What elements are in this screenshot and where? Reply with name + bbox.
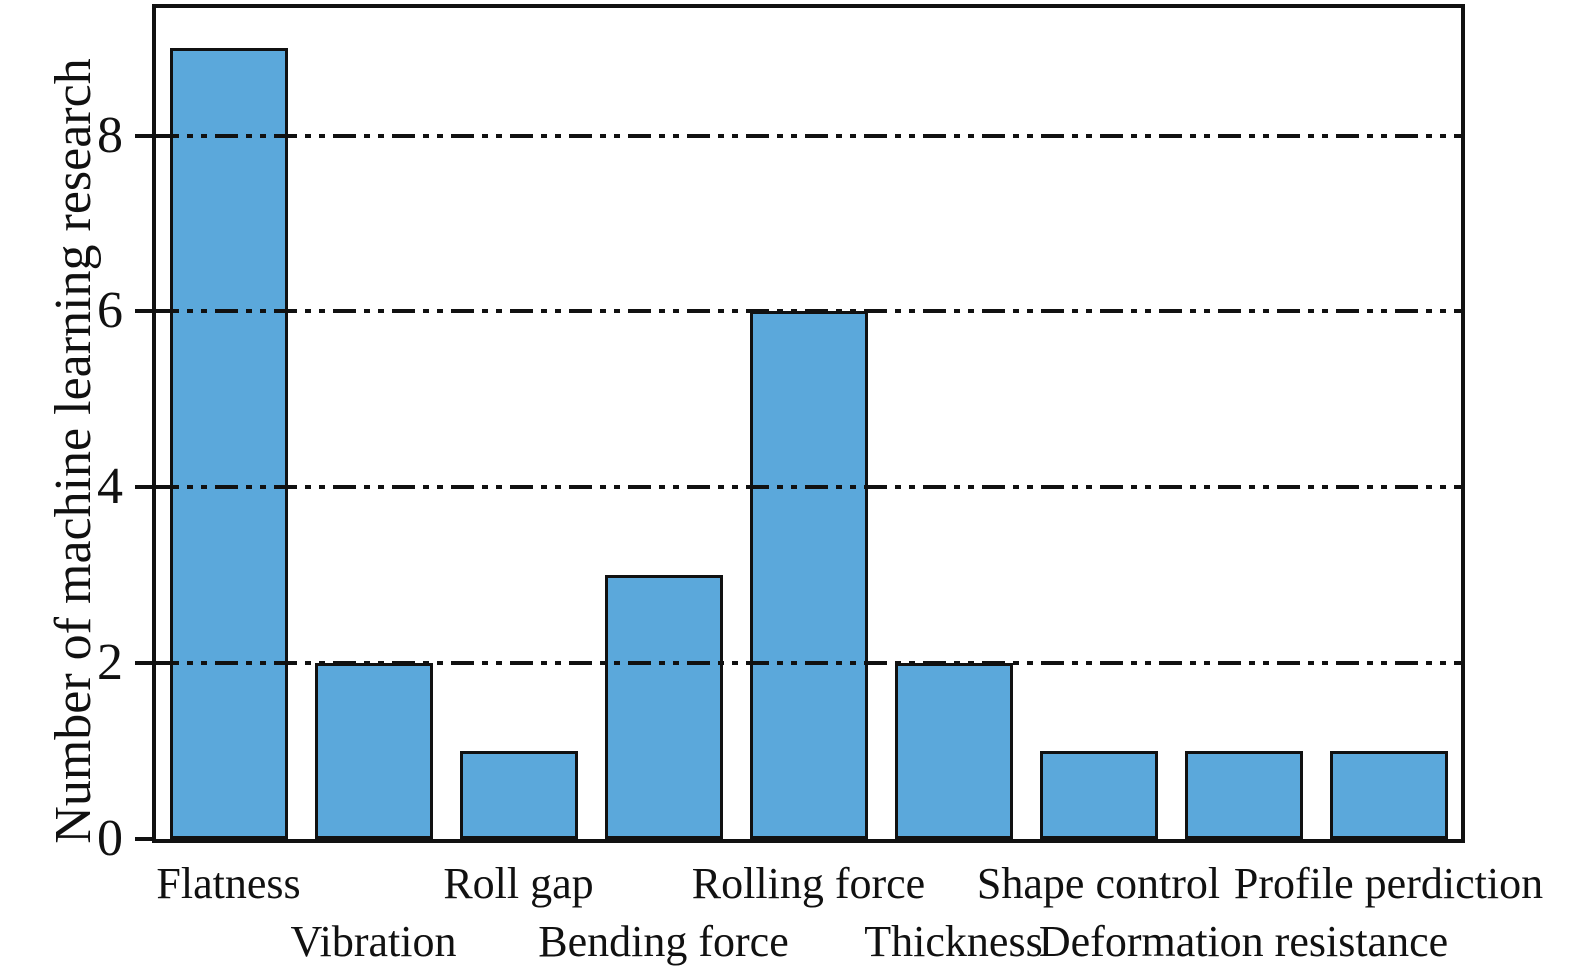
x-label-shape-control: Shape control <box>976 859 1221 908</box>
y-tick-mark-4 <box>135 485 152 490</box>
x-label-vibration: Vibration <box>290 917 457 966</box>
bar-vibration <box>314 663 433 839</box>
gridline-y-6 <box>156 309 1461 314</box>
x-label-flatness: Flatness <box>156 859 301 908</box>
plot-area <box>152 4 1465 843</box>
bar-thickness <box>894 663 1013 839</box>
y-tick-label-6: 6 <box>97 282 123 340</box>
bar-bending-force <box>604 575 723 839</box>
bar-profile-perdiction <box>1329 751 1448 839</box>
x-label-rolling-force: Rolling force <box>691 859 926 908</box>
y-tick-mark-8 <box>135 133 152 138</box>
bar-flatness <box>169 47 288 839</box>
y-tick-mark-0 <box>135 837 152 841</box>
y-tick-label-0: 0 <box>97 810 123 867</box>
y-tick-label-4: 4 <box>97 458 123 516</box>
bar-shape-control <box>1039 751 1158 839</box>
y-tick-label-8: 8 <box>97 106 123 164</box>
x-label-roll-gap: Roll gap <box>443 859 594 908</box>
x-label-thickness: Thickness <box>864 917 1043 966</box>
bar-roll-gap <box>459 751 578 839</box>
x-label-profile-perdiction: Profile perdiction <box>1233 859 1544 908</box>
y-tick-label-2: 2 <box>97 634 123 692</box>
y-tick-mark-6 <box>135 309 152 314</box>
x-label-deformation-resistance: Deformation resistance <box>1038 917 1449 966</box>
plot-inner-area <box>156 8 1461 839</box>
bar-rolling-force <box>749 311 868 839</box>
y-tick-mark-2 <box>135 661 152 666</box>
gridline-y-4 <box>156 485 1461 490</box>
gridline-y-8 <box>156 133 1461 138</box>
x-label-bending-force: Bending force <box>538 917 789 966</box>
gridline-y-2 <box>156 661 1461 666</box>
bar-deformation-resistance <box>1184 751 1303 839</box>
